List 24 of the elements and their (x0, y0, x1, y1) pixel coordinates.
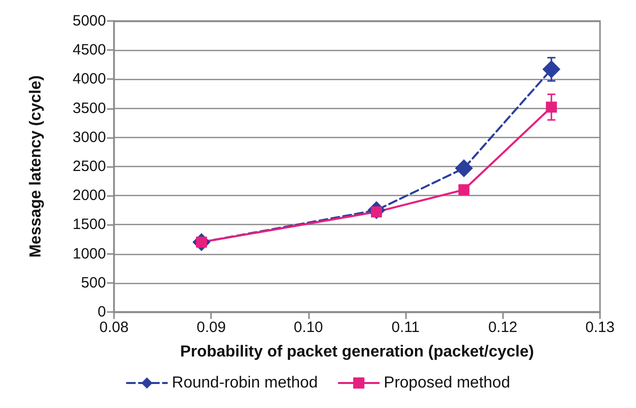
y-tick-label: 0 (98, 304, 106, 320)
x-tick-label: 0.10 (294, 319, 323, 336)
y-tick-label: 4500 (72, 42, 106, 59)
y-tick-label: 1500 (72, 216, 106, 234)
point (546, 102, 557, 113)
legend-label: Proposed method (384, 374, 510, 392)
legend-label: Round-robin method (172, 374, 318, 392)
x-tick-label: 0.09 (196, 319, 226, 336)
x-tick-label: 0.12 (488, 319, 518, 336)
y-tick-label: 2000 (72, 187, 106, 204)
y-tick-label: 3000 (72, 128, 106, 146)
x-tick-label: 0.08 (99, 319, 129, 336)
y-tick-label: 2500 (72, 158, 106, 175)
y-axis-title: Message latency (cycle) (28, 75, 44, 258)
point (454, 159, 473, 178)
y-tick-label: 1000 (72, 245, 106, 262)
x-tick-label: 0.13 (585, 319, 615, 336)
y-tick-label: 4000 (72, 70, 106, 88)
x-tick-label: 0.11 (392, 319, 420, 336)
x-axis-title: Probability of packet generation (packet/cycle) (180, 344, 534, 360)
point (542, 60, 560, 78)
y-tick-label: 500 (80, 274, 106, 292)
y-tick-label: 3500 (72, 100, 106, 117)
y-tick-label: 5000 (72, 12, 106, 30)
